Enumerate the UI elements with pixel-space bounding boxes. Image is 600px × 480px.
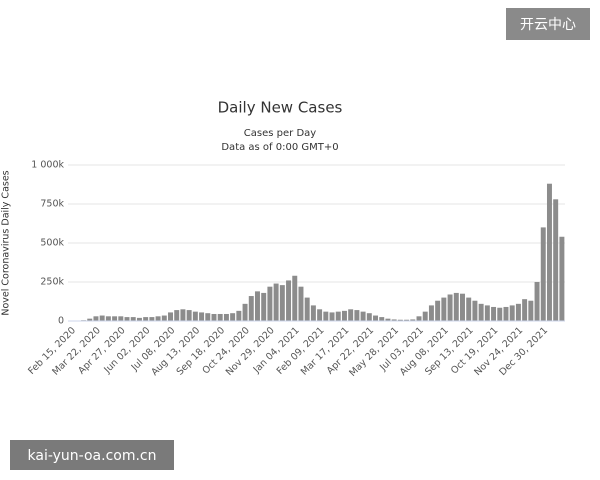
- bar: [422, 311, 428, 321]
- bar: [136, 317, 142, 321]
- bar: [472, 300, 478, 321]
- bar: [223, 313, 229, 321]
- bar: [161, 315, 167, 321]
- bar: [373, 315, 379, 321]
- bar: [559, 236, 565, 321]
- watermark: 开云中心: [520, 17, 576, 33]
- bar: [397, 319, 403, 321]
- bar: [168, 312, 173, 321]
- bar: [385, 318, 391, 321]
- bar: [205, 313, 211, 321]
- watermark: kai-yun-oa.com.cn: [28, 448, 157, 464]
- bar: [540, 227, 546, 321]
- bar: [404, 319, 410, 321]
- bar: [242, 303, 248, 321]
- bar: [217, 313, 223, 321]
- bar: [180, 309, 186, 321]
- bar: [354, 310, 360, 321]
- bar: [149, 317, 155, 321]
- bar: [416, 316, 422, 321]
- bar: [248, 296, 254, 321]
- y-axis-title: Novel Coronavirus Daily Cases: [1, 170, 12, 315]
- bar: [348, 309, 354, 321]
- bar: [478, 303, 484, 321]
- bar: [286, 280, 292, 321]
- bar: [441, 297, 447, 321]
- bar: [410, 319, 416, 321]
- bar: [298, 286, 304, 321]
- bar: [99, 315, 105, 321]
- bar: [453, 292, 459, 321]
- bar: [522, 299, 528, 321]
- bar: [273, 283, 279, 321]
- bar: [497, 307, 503, 321]
- bar: [199, 312, 205, 321]
- bar: [186, 310, 192, 321]
- watermark-box: [10, 440, 174, 470]
- bar: [130, 317, 136, 321]
- bar: [503, 306, 509, 321]
- bar: [435, 300, 441, 321]
- bar: [236, 310, 242, 321]
- chart-subtitle: Cases per Day: [244, 128, 316, 139]
- bar: [93, 316, 99, 321]
- bar: [267, 286, 273, 321]
- watermark-box: [506, 8, 590, 40]
- y-tick-label: 0: [58, 316, 64, 327]
- bar: [546, 183, 552, 321]
- bar: [317, 309, 323, 321]
- chart-title: Daily New Cases: [218, 99, 343, 117]
- bar: [118, 316, 124, 321]
- bar: [341, 310, 347, 321]
- bar: [335, 311, 341, 321]
- bar: [323, 311, 329, 321]
- bar: [124, 317, 130, 321]
- bar: [329, 312, 335, 321]
- bar: [105, 316, 111, 321]
- bar: [534, 282, 540, 321]
- bar: [143, 317, 149, 321]
- bar: [211, 313, 217, 321]
- y-tick-label: 1 000k: [31, 160, 64, 171]
- bar: [466, 297, 472, 321]
- bar: [553, 199, 559, 321]
- bar: [366, 313, 372, 321]
- bar: [484, 305, 490, 321]
- bar: [279, 285, 285, 321]
- bar: [87, 318, 93, 321]
- bar: [515, 303, 521, 321]
- bar: [261, 292, 267, 321]
- y-tick-label: 500k: [40, 238, 64, 249]
- bar: [230, 313, 236, 321]
- bar: [304, 297, 310, 321]
- bar: [428, 305, 434, 321]
- bar: [528, 300, 534, 321]
- bar: [460, 293, 465, 321]
- bar: [379, 317, 385, 321]
- bar: [491, 306, 497, 321]
- bar: [447, 294, 453, 321]
- chart-subtitle: Data as of 0:00 GMT+0: [221, 142, 338, 153]
- bar: [155, 316, 161, 321]
- bar: [292, 275, 298, 321]
- bar: [509, 305, 515, 321]
- bar: [112, 316, 118, 321]
- bar: [310, 305, 316, 321]
- bar: [174, 310, 180, 321]
- bar: [360, 311, 366, 321]
- bar: [391, 319, 397, 321]
- bar: [192, 311, 198, 321]
- y-tick-label: 750k: [40, 199, 64, 210]
- y-tick-label: 250k: [40, 277, 64, 288]
- bar: [254, 291, 260, 321]
